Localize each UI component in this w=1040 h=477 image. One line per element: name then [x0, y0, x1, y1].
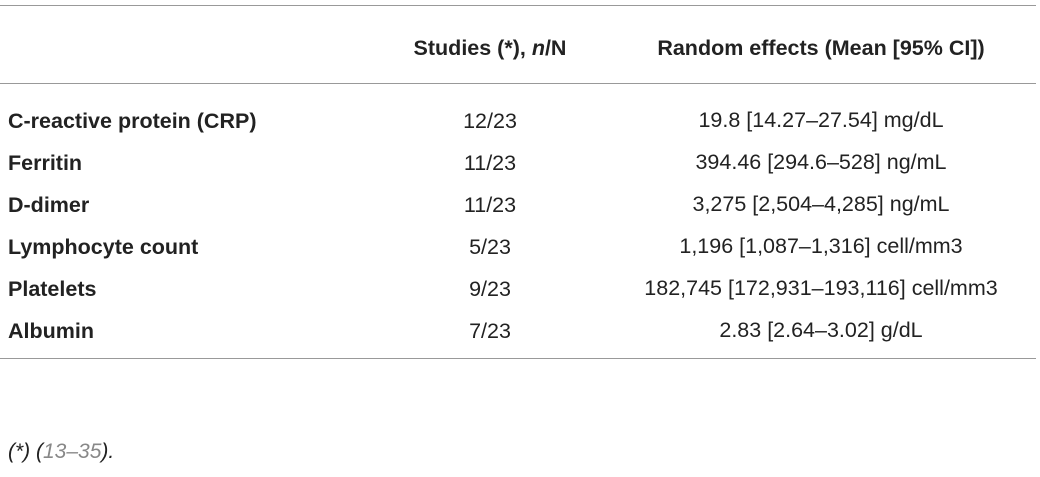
header-cell: Random effects (Mean [95% CI])	[600, 6, 1036, 84]
table-body: C-reactive protein (CRP) 12/23 19.8 [14.27…	[0, 84, 1036, 359]
table-cell: Lymphocyte count	[8, 235, 199, 259]
table-row: Lymphocyte count 5/23 1,196 [1,087–1,316] …	[0, 226, 1036, 268]
table-row: C-reactive protein (CRP) 12/23 19.8 [14.27…	[0, 84, 1036, 143]
table-cell: 1,196 [1,087–1,316] cell/mm3	[679, 234, 963, 258]
header-text: n	[531, 36, 545, 60]
table-cell: 12/23	[463, 109, 517, 133]
table-cell: 394.46 [294.6–528] ng/mL	[695, 150, 947, 174]
table-cell: 11/23	[463, 193, 517, 217]
table-row: Platelets 9/23 182,745 [172,931–193,116] c…	[0, 268, 1036, 310]
footnote-text: (*) (	[8, 440, 43, 463]
table-row: D-dimer 11/23 3,275 [2,504–4,285] ng/mL	[0, 184, 1036, 226]
data-table: Studies (*), n/N Random effects (Mean [9…	[0, 5, 1036, 359]
header-text: Studies (*),	[413, 36, 532, 60]
table-cell: 9/23	[469, 277, 511, 301]
table-cell: 7/23	[469, 319, 511, 343]
header-text: Random effects (Mean [95% CI])	[657, 36, 985, 60]
header-row: Studies (*), n/N Random effects (Mean [9…	[0, 5, 1036, 84]
table-cell: Platelets	[8, 277, 97, 301]
table-cell: 3,275 [2,504–4,285] ng/mL	[692, 192, 950, 216]
table-cell: 11/23	[463, 151, 517, 175]
table-row: Albumin 7/23 2.83 [2.64–3.02] g/dL	[0, 310, 1036, 359]
table-cell: D-dimer	[8, 193, 90, 217]
footnote: (*) (13–35).	[8, 440, 114, 464]
table-cell: 2.83 [2.64–3.02] g/dL	[719, 318, 923, 342]
header-cell: Studies (*), n/N	[380, 6, 600, 84]
table-row: Ferritin 11/23 394.46 [294.6–528] ng/mL	[0, 142, 1036, 184]
table-cell: 5/23	[469, 235, 511, 259]
table-cell: 182,745 [172,931–193,116] cell/mm3	[644, 276, 998, 300]
header-text: /N	[544, 36, 567, 60]
table-cell: C-reactive protein (CRP)	[8, 109, 257, 133]
footnote-text: ).	[101, 440, 115, 463]
header-cell	[0, 6, 380, 84]
table-cell: Ferritin	[8, 151, 83, 175]
table-cell: Albumin	[8, 319, 94, 343]
reference-link[interactable]: 13–35	[43, 440, 102, 463]
table-cell: 19.8 [14.27–27.54] mg/dL	[698, 108, 944, 132]
